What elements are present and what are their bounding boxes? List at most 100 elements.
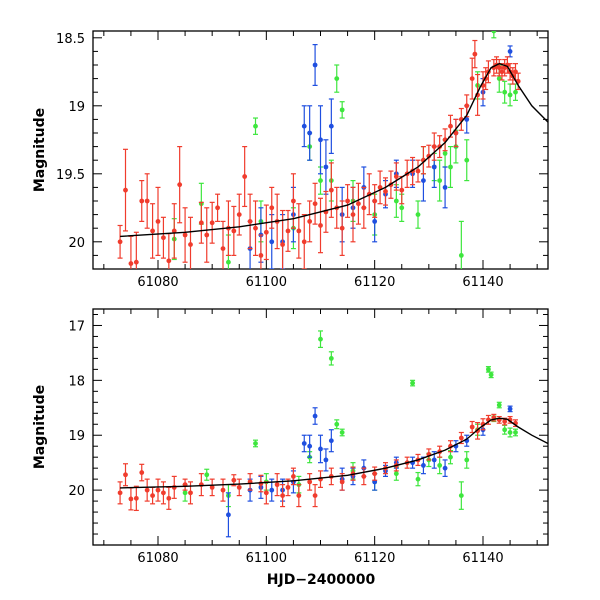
data-point-red [472, 39, 478, 69]
data-point-green [513, 428, 518, 437]
data-point-red [431, 132, 437, 161]
data-point-red [296, 484, 302, 508]
data-point-green [491, 31, 497, 39]
marker [253, 123, 258, 129]
marker [513, 430, 518, 435]
data-point-red [155, 186, 161, 256]
marker [263, 490, 269, 496]
data-point-red [123, 148, 128, 232]
marker [318, 137, 323, 143]
data-point-red [290, 173, 296, 229]
data-point-red [117, 481, 123, 505]
data-point-red [123, 463, 128, 487]
marker [372, 198, 378, 204]
marker [323, 457, 329, 463]
marker [231, 477, 237, 483]
data-layer [117, 330, 548, 538]
data-point-red [464, 94, 470, 118]
data-point-red [150, 203, 156, 259]
data-point-green [488, 371, 494, 379]
marker [496, 65, 502, 71]
marker [247, 219, 253, 224]
marker [472, 51, 478, 57]
marker [171, 228, 177, 234]
marker [312, 201, 318, 207]
marker [502, 419, 508, 424]
data-point-red [323, 190, 329, 233]
marker [155, 487, 161, 493]
marker [144, 198, 150, 204]
marker [339, 225, 345, 231]
marker [458, 435, 464, 441]
data-point-red [318, 197, 323, 254]
marker [209, 484, 215, 490]
data-point-blue [318, 434, 323, 464]
data-point-green [513, 83, 518, 101]
y-tick-label: 19.5 [56, 168, 85, 183]
marker [421, 178, 426, 184]
data-point-red [231, 205, 237, 256]
data-point-blue [420, 456, 426, 475]
marker [453, 130, 459, 136]
marker [345, 198, 350, 204]
data-point-green [334, 419, 340, 430]
marker [253, 225, 258, 231]
marker [431, 164, 437, 170]
marker [188, 490, 193, 496]
marker [296, 228, 302, 234]
x-tick-label: 61140 [462, 275, 503, 290]
marker [496, 402, 502, 408]
y-axis-label: Magnitude [32, 385, 48, 469]
data-point-green [339, 101, 345, 119]
marker [491, 31, 497, 34]
marker [507, 406, 513, 412]
marker [285, 228, 291, 234]
data-point-red [345, 184, 351, 218]
marker [507, 92, 513, 98]
marker [139, 198, 145, 204]
data-point-red [236, 193, 242, 236]
marker [296, 493, 302, 499]
data-point-blue [318, 105, 323, 175]
data-point-red [133, 485, 139, 512]
y-tick-label: 18 [68, 374, 85, 389]
data-point-red [301, 214, 307, 269]
marker [393, 174, 399, 179]
data-point-green [253, 117, 258, 135]
marker [236, 212, 242, 218]
marker [226, 259, 231, 265]
marker [128, 496, 134, 502]
top-panel: 61080 61100 61120 61140 18.5 19 19.5 20 Magnitud… [32, 30, 549, 290]
y-tick-label: 18.5 [56, 32, 85, 47]
marker [464, 103, 470, 109]
data-point-red [393, 162, 399, 191]
marker [488, 372, 494, 378]
data-point-blue [312, 43, 318, 87]
marker [301, 239, 307, 245]
data-point-red [144, 173, 150, 229]
data-point-red [350, 186, 356, 243]
data-point-green [410, 379, 416, 387]
data-point-red [312, 182, 318, 225]
marker [215, 205, 220, 211]
x-tick-label: 61080 [137, 551, 178, 566]
x-tick-label: 61140 [462, 551, 503, 566]
marker [442, 465, 448, 471]
data-point-green [502, 424, 508, 435]
data-point-blue [301, 105, 307, 148]
data-point-red [513, 63, 518, 81]
marker [204, 472, 210, 478]
data-point-blue [464, 434, 470, 447]
marker [513, 89, 518, 95]
marker [166, 495, 172, 501]
marker [323, 164, 329, 170]
data-point-red [247, 473, 253, 491]
marker [361, 473, 367, 479]
data-point-blue [328, 98, 334, 154]
marker [236, 484, 242, 490]
marker [442, 151, 448, 156]
x-tick-label: 61120 [354, 275, 395, 290]
marker [209, 220, 215, 226]
y-axis-label: Magnitude [32, 108, 48, 192]
marker [312, 493, 318, 499]
